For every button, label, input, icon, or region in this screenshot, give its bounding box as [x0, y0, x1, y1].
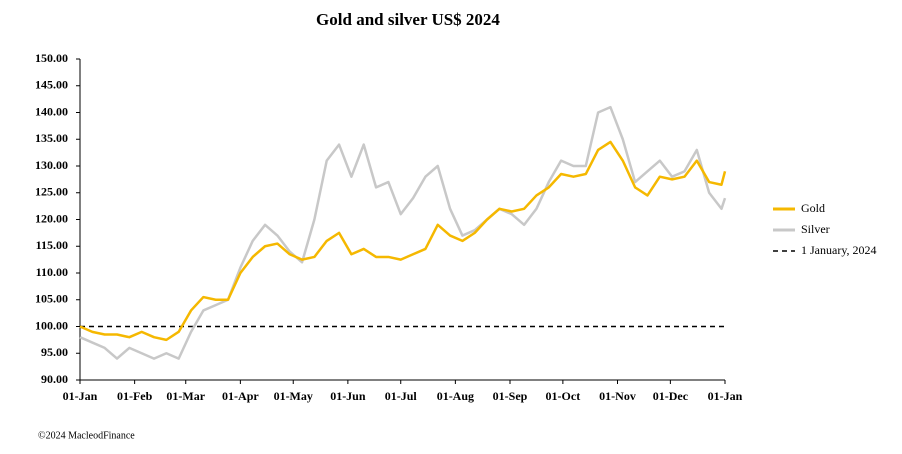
x-tick-label: 01-Feb — [117, 389, 153, 403]
legend-label: 1 January, 2024 — [801, 243, 877, 257]
footer: ©2024 MacleodFinance — [38, 430, 135, 441]
chart-title: Gold and silver US$ 2024 — [316, 10, 500, 29]
x-tick-label: 01-Sep — [493, 389, 528, 403]
y-tick-label: 145.00 — [35, 78, 68, 92]
y-tick-label: 100.00 — [35, 318, 68, 332]
legend-label: Silver — [801, 222, 830, 236]
legend-label: Gold — [801, 201, 825, 215]
x-tick-label: 01-Nov — [599, 389, 636, 403]
x-tick-label: 01-Jan — [63, 389, 98, 403]
y-tick-label: 105.00 — [35, 292, 68, 306]
x-tick-label: 01-Mar — [166, 389, 205, 403]
y-tick-label: 115.00 — [36, 238, 68, 252]
series-line — [79, 140, 727, 342]
x-tick-label: 01-May — [274, 389, 313, 403]
x-tick-label: 01-Apr — [222, 389, 259, 403]
y-tick-label: 135.00 — [35, 131, 68, 145]
y-tick-label: 120.00 — [35, 211, 68, 225]
x-tick-label: 01-Jul — [385, 389, 418, 403]
y-tick-label: 90.00 — [41, 372, 68, 386]
x-tick-label: 01-Aug — [437, 389, 474, 403]
y-tick-label: 95.00 — [41, 345, 68, 359]
y-tick-label: 110.00 — [36, 265, 68, 279]
y-tick-label: 140.00 — [35, 104, 68, 118]
y-tick-label: 130.00 — [35, 158, 68, 172]
y-tick-label: 125.00 — [35, 185, 68, 199]
x-tick-label: 01-Oct — [546, 389, 581, 403]
series-line — [79, 105, 727, 360]
y-tick-label: 150.00 — [35, 51, 68, 65]
x-tick-label: 01-Dec — [653, 389, 689, 403]
x-tick-label: 01-Jun — [330, 389, 366, 403]
x-tick-label: 01-Jan — [708, 389, 743, 403]
